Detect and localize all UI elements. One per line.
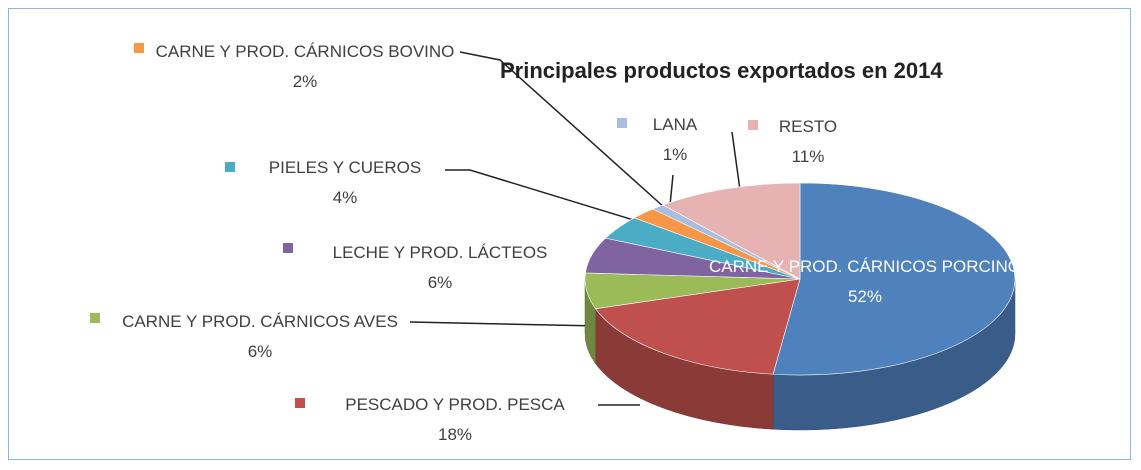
- slice-label: LANA 1%: [635, 110, 715, 170]
- leader-line: [731, 131, 741, 191]
- legend-marker: [283, 243, 293, 253]
- category-label: PIELES Y CUEROS: [268, 158, 422, 177]
- slice-label: CARNE Y PROD. CÁRNICOS BOVINO 2%: [150, 37, 460, 97]
- pie-slice: [662, 182, 801, 280]
- pie-slice: [594, 278, 801, 375]
- slice-label: CARNE Y PROD. CÁRNICOS AVES 6%: [100, 307, 420, 367]
- value-label: 1%: [662, 145, 688, 164]
- pie-tops: [584, 182, 1016, 376]
- leader-line: [409, 321, 601, 327]
- legend-marker: [134, 43, 144, 53]
- leader-line: [459, 51, 666, 209]
- slice-label: CARNE Y PROD. CÁRNICOS PORCINO 52%: [700, 252, 1030, 312]
- pie-slice: [772, 182, 1016, 376]
- slice-label: RESTO 11%: [763, 112, 853, 172]
- legend-marker: [295, 398, 305, 408]
- value-label: 6%: [247, 342, 273, 361]
- category-label: CARNE Y PROD. CÁRNICOS AVES: [122, 312, 398, 331]
- value-label: 2%: [292, 72, 318, 91]
- value-label: 4%: [332, 188, 358, 207]
- category-label: CARNE Y PROD. CÁRNICOS BOVINO: [155, 42, 455, 61]
- value-label: 11%: [791, 147, 825, 166]
- slice-label: LECHE Y PROD. LÁCTEOS 6%: [290, 238, 590, 298]
- leader-line: [669, 174, 674, 206]
- category-label: LECHE Y PROD. LÁCTEOS: [332, 243, 548, 262]
- leader-lines: [409, 51, 741, 406]
- category-label: PESCADO Y PROD. PESCA: [345, 395, 565, 414]
- pie-sides: [584, 278, 1016, 431]
- value-label: 6%: [427, 273, 453, 292]
- value-label: 52%: [847, 287, 883, 306]
- slice-label: PESCADO Y PROD. PESCA 18%: [300, 390, 610, 450]
- legend-marker: [90, 313, 100, 323]
- legend-marker: [748, 120, 758, 130]
- value-label: 18%: [437, 425, 473, 444]
- slice-label: PIELES Y CUEROS 4%: [240, 153, 450, 213]
- category-label: RESTO: [778, 117, 838, 136]
- chart-frame: [8, 8, 1131, 460]
- category-label: LANA: [652, 115, 698, 134]
- legend-marker: [225, 162, 235, 172]
- category-label: CARNE Y PROD. CÁRNICOS PORCINO: [708, 257, 1022, 276]
- legend-marker: [617, 118, 627, 128]
- chart-title: Principales productos exportados en 2014: [500, 58, 943, 83]
- leader-line: [445, 169, 641, 223]
